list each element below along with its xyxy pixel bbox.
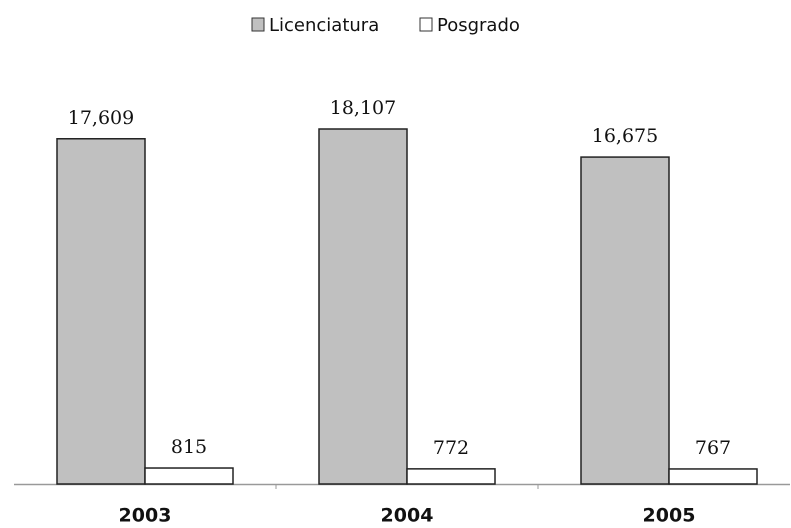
data-label: 18,107 (330, 97, 396, 119)
legend-label: Posgrado (437, 15, 520, 36)
data-label: 772 (433, 437, 469, 459)
bar (406, 468, 496, 485)
x-tick-label: 2003 (119, 505, 172, 527)
legend-label: Licenciatura (269, 15, 379, 36)
bar (580, 156, 670, 485)
bar (668, 468, 758, 485)
bar (144, 467, 234, 485)
data-label: 815 (171, 436, 207, 458)
x-tick-label: 2005 (643, 505, 696, 527)
legend-swatch (419, 17, 433, 32)
x-tick-label: 2004 (381, 505, 434, 527)
legend-swatch (251, 17, 265, 32)
bar (56, 138, 146, 485)
bar (318, 128, 408, 485)
data-label: 16,675 (592, 125, 658, 147)
data-label: 767 (695, 437, 731, 459)
data-label: 17,609 (68, 107, 134, 129)
